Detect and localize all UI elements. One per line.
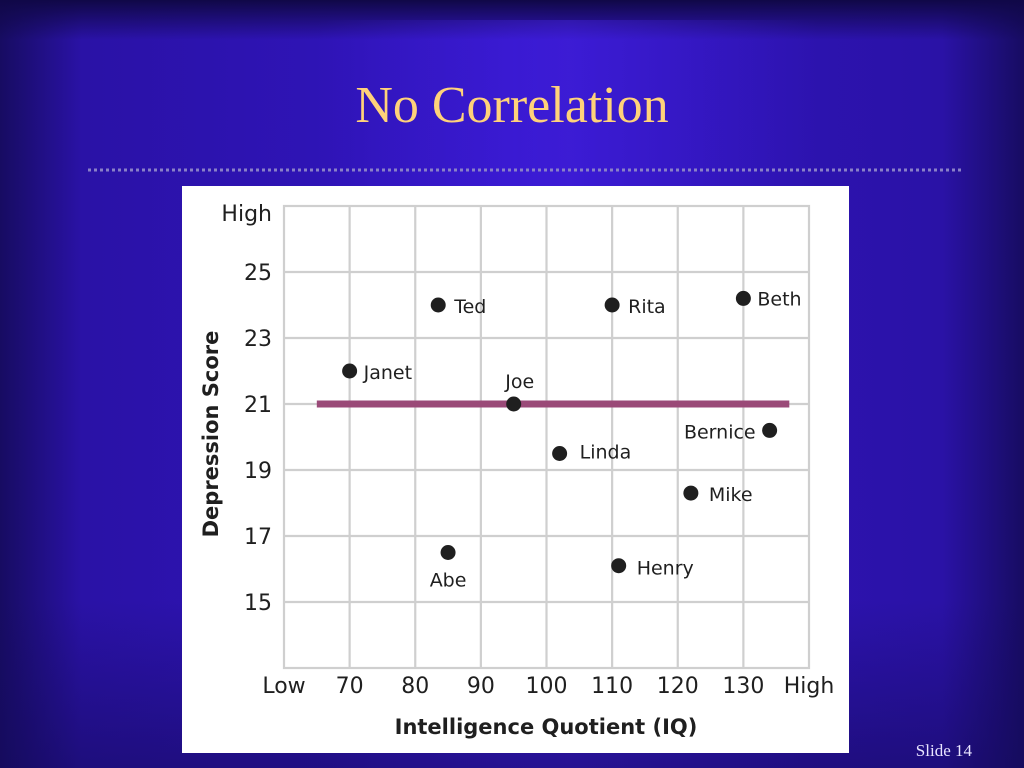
data-point-label: Rita	[628, 296, 666, 318]
data-point-label: Janet	[363, 362, 412, 384]
x-axis-title: Intelligence Quotient (IQ)	[395, 715, 698, 739]
data-point	[604, 297, 620, 313]
x-tick-label: 110	[591, 674, 633, 699]
data-point	[735, 290, 751, 306]
data-point-label: Joe	[504, 371, 534, 393]
data-point-label: Ted	[453, 296, 486, 318]
data-point	[552, 446, 568, 461]
y-tick-label: 25	[244, 261, 272, 286]
y-tick-label: 21	[244, 393, 272, 418]
scatter-chart: Janet Ted Abe Joe Linda Rita Henry Mike Beth Bern…	[199, 202, 835, 739]
slide-top-shade	[0, 0, 1024, 40]
x-tick-label: 130	[722, 674, 764, 699]
axis-ticks: 70 80 90 100 110 120 130 15 17 19 21 23 25	[244, 261, 764, 699]
x-tick-label: 120	[657, 674, 699, 699]
x-tick-label: 100	[526, 674, 568, 699]
data-point-label: Bernice	[684, 421, 756, 443]
data-point-label: Henry	[637, 558, 694, 580]
data-point	[762, 422, 778, 438]
data-point	[430, 297, 446, 313]
x-tick-label: 70	[336, 674, 364, 699]
data-point-label: Linda	[580, 442, 632, 464]
y-tick-label: 23	[244, 327, 272, 352]
y-axis-high-label: High	[221, 202, 272, 227]
scatter-chart-frame: Janet Ted Abe Joe Linda Rita Henry Mike Beth Bern…	[182, 186, 849, 753]
data-point	[506, 396, 522, 412]
data-point-label: Beth	[757, 288, 801, 310]
title-divider	[88, 168, 964, 172]
y-tick-label: 19	[244, 459, 272, 484]
x-axis-low-label: Low	[262, 674, 305, 699]
data-point	[440, 545, 456, 560]
slide-title: No Correlation	[355, 77, 669, 134]
data-points: Janet Ted Abe Joe Linda Rita Henry Mike Beth Bern…	[342, 288, 802, 592]
data-point	[683, 485, 699, 501]
data-point	[342, 363, 358, 379]
y-axis-title: Depression Score	[199, 331, 223, 538]
slide-number: Slide 14	[915, 741, 972, 760]
x-tick-label: 90	[467, 674, 495, 699]
data-point	[611, 558, 627, 574]
x-tick-label: 80	[401, 674, 429, 699]
x-axis-high-label: High	[784, 674, 835, 699]
y-tick-label: 17	[244, 525, 272, 550]
data-point-label: Mike	[709, 484, 753, 506]
y-tick-label: 15	[244, 591, 272, 616]
data-point-label: Abe	[430, 570, 467, 592]
